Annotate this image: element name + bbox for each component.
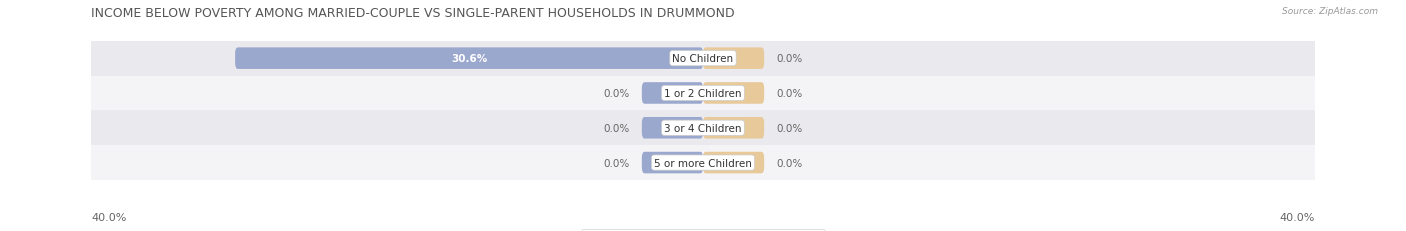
FancyBboxPatch shape	[703, 152, 765, 174]
Text: 3 or 4 Children: 3 or 4 Children	[664, 123, 742, 133]
Text: Source: ZipAtlas.com: Source: ZipAtlas.com	[1282, 7, 1378, 16]
FancyBboxPatch shape	[641, 118, 703, 139]
Text: No Children: No Children	[672, 54, 734, 64]
FancyBboxPatch shape	[641, 83, 703, 104]
FancyBboxPatch shape	[703, 118, 765, 139]
Bar	[91, 42, 1315, 76]
Legend: Married Couples, Single Parents: Married Couples, Single Parents	[581, 229, 825, 231]
Bar	[91, 76, 1315, 111]
Text: INCOME BELOW POVERTY AMONG MARRIED-COUPLE VS SINGLE-PARENT HOUSEHOLDS IN DRUMMON: INCOME BELOW POVERTY AMONG MARRIED-COUPL…	[91, 7, 735, 20]
Text: 0.0%: 0.0%	[776, 88, 803, 99]
Text: 40.0%: 40.0%	[1279, 212, 1315, 222]
Text: 0.0%: 0.0%	[603, 158, 630, 168]
FancyBboxPatch shape	[641, 152, 703, 174]
Text: 0.0%: 0.0%	[603, 88, 630, 99]
FancyBboxPatch shape	[235, 48, 703, 70]
Bar	[91, 146, 1315, 180]
Text: 30.6%: 30.6%	[451, 54, 488, 64]
Text: 1 or 2 Children: 1 or 2 Children	[664, 88, 742, 99]
Text: 0.0%: 0.0%	[776, 54, 803, 64]
Text: 5 or more Children: 5 or more Children	[654, 158, 752, 168]
Text: 0.0%: 0.0%	[776, 158, 803, 168]
FancyBboxPatch shape	[703, 48, 765, 70]
FancyBboxPatch shape	[703, 83, 765, 104]
Text: 40.0%: 40.0%	[91, 212, 127, 222]
Text: 0.0%: 0.0%	[603, 123, 630, 133]
Text: 0.0%: 0.0%	[776, 123, 803, 133]
Bar	[91, 111, 1315, 146]
